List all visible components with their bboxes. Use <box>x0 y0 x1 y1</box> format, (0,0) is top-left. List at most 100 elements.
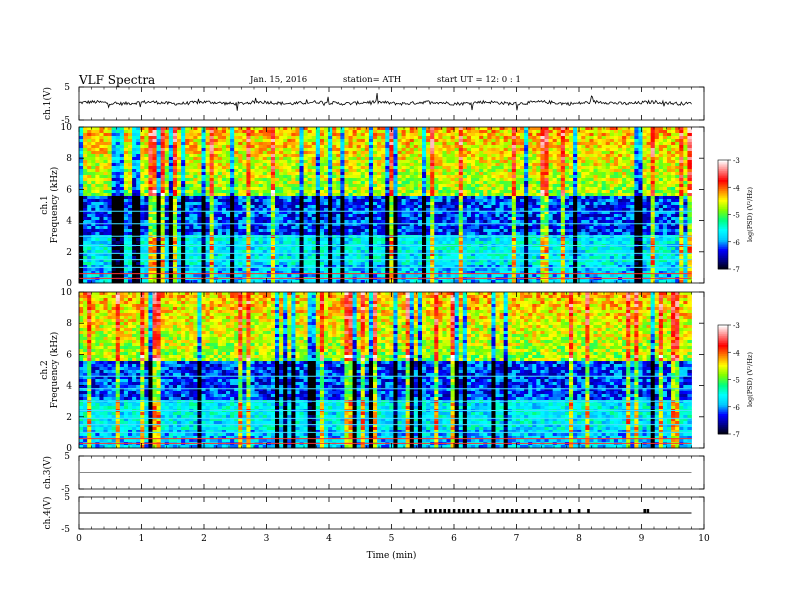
spectrogram-cell <box>189 211 194 215</box>
spectrogram-cell <box>487 136 492 140</box>
spectrogram-cell <box>393 172 398 176</box>
spectrogram-cell <box>107 178 113 182</box>
date-label: Jan. 15, 2016 <box>250 75 308 85</box>
spectrogram-cell <box>462 157 468 161</box>
spectrogram-cell <box>687 136 692 140</box>
spectrogram-cell <box>442 175 447 179</box>
spectrogram-cell <box>377 223 382 227</box>
spectrogram-cell <box>193 151 198 155</box>
spectrogram-cell <box>177 142 182 146</box>
spectrogram-cell <box>532 217 537 221</box>
spectrogram-cell <box>409 157 415 161</box>
spectrogram-cell <box>140 151 145 155</box>
spectrogram-cell <box>91 175 96 179</box>
spectrogram-cell <box>205 154 211 158</box>
spectrogram-cell <box>217 163 223 167</box>
spectrogram-cell <box>548 169 554 173</box>
spectrogram-cell <box>601 145 607 149</box>
spectrogram-cell <box>283 163 288 167</box>
spectrogram-cell <box>168 214 174 218</box>
spectrogram-cell <box>181 211 186 215</box>
spectrogram-cell <box>181 142 186 146</box>
spectrogram-cell <box>597 190 603 194</box>
spectrogram-cell <box>197 130 202 134</box>
spectrogram-cell <box>520 205 525 209</box>
spectrogram-cell <box>446 205 451 209</box>
spectrogram-cell <box>389 139 394 143</box>
spectrogram-cell <box>556 172 562 176</box>
spectrogram-cell <box>144 136 149 140</box>
spectrogram-cell <box>471 214 476 218</box>
spectrogram-cell <box>226 208 231 212</box>
spectrogram-cell <box>556 163 562 167</box>
spectrogram-cell <box>140 199 145 203</box>
spectrogram-cell <box>295 172 300 176</box>
spectrogram-cell <box>597 160 603 164</box>
spectrogram-cell <box>393 223 398 227</box>
spectrogram-cell <box>405 205 411 209</box>
spectrogram-cell <box>524 157 529 161</box>
spectrogram-cell <box>246 151 251 155</box>
spectrogram-cell <box>311 187 317 191</box>
spectrogram-cell <box>111 127 117 131</box>
spectrogram-cell <box>667 187 672 191</box>
spectrogram-cell <box>352 223 358 227</box>
spectrogram-cell <box>160 172 166 176</box>
spectrogram-cell <box>442 181 447 185</box>
spectrogram-cell <box>626 136 631 140</box>
spectrogram-cell <box>430 163 435 167</box>
spectrogram-cell <box>360 148 366 152</box>
spectrogram-cell <box>307 136 313 140</box>
spectrogram-cell <box>511 187 517 191</box>
spectrogram-cell <box>189 202 194 206</box>
spectrogram-cell <box>360 145 366 149</box>
spectrogram-cell <box>156 208 162 212</box>
spectrogram-cell <box>577 217 582 221</box>
spectrogram-cell <box>646 142 652 146</box>
spectrogram-cell <box>99 181 104 185</box>
spectrogram-cell <box>397 208 402 212</box>
spectrogram-cell <box>136 205 141 209</box>
spectrogram-cell <box>262 160 268 164</box>
spectrogram-cell <box>172 208 178 212</box>
spectrogram-cell <box>622 208 627 212</box>
spectrogram-cell <box>618 157 623 161</box>
spectrogram-cell <box>295 145 300 149</box>
spectrogram-cell <box>270 160 276 164</box>
spectrogram-cell <box>307 217 313 221</box>
spectrogram-cell <box>352 202 358 206</box>
spectrogram-cell <box>368 202 374 206</box>
spectrogram-cell <box>479 127 484 131</box>
spectrogram-cell <box>569 130 574 134</box>
spectrogram-cell <box>662 214 668 218</box>
spectrogram-cell <box>181 220 186 224</box>
spectrogram-cell <box>144 205 149 209</box>
spectrogram-cell <box>111 223 117 227</box>
spectrogram-cell <box>258 160 264 164</box>
spectrogram-cell <box>340 142 345 146</box>
spectrogram-cell <box>148 211 153 215</box>
spectrogram-cell <box>381 214 386 218</box>
spectrogram-cell <box>442 163 447 167</box>
spectrogram-cell <box>336 214 341 218</box>
spectrogram-cell <box>291 136 296 140</box>
spectrogram-cell <box>177 136 182 140</box>
spectrogram-cell <box>311 178 317 182</box>
spectrogram-cell <box>185 223 190 227</box>
spectrogram-cell <box>560 160 566 164</box>
spectrogram-cell <box>405 199 411 203</box>
spectrogram-cell <box>491 202 496 206</box>
spectrogram-cell <box>581 217 586 221</box>
spectrogram-cell <box>328 175 333 179</box>
spectrogram-cell <box>434 154 439 158</box>
spectrogram-cell <box>622 166 627 170</box>
spectrogram-cell <box>662 169 668 173</box>
spectrogram-cell <box>344 166 349 170</box>
spectrogram-cell <box>79 178 84 182</box>
spectrogram-cell <box>495 145 500 149</box>
spectrogram-cell <box>458 166 464 170</box>
spectrogram-cell <box>332 166 337 170</box>
spectrogram-cell <box>642 190 647 194</box>
spectrogram-cell <box>577 148 582 152</box>
spectrogram-cell <box>197 142 202 146</box>
